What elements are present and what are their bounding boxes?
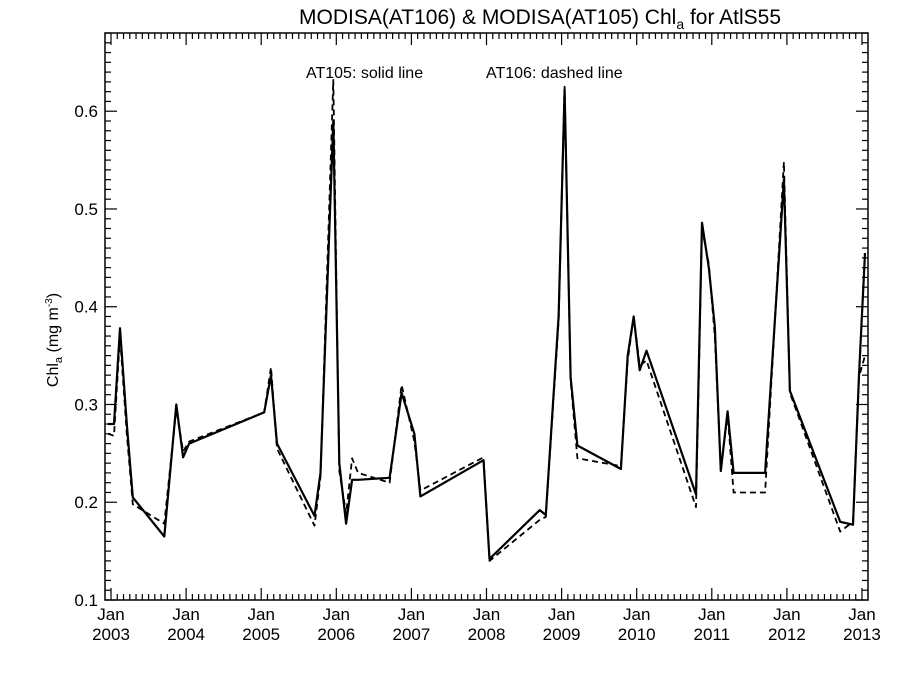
y-tick-labels: 0.1 0.2 0.3 0.4 0.5 0.6 xyxy=(74,102,98,610)
x-tick-labels: Jan2003Jan2004Jan2005Jan2006Jan2007Jan20… xyxy=(92,605,881,644)
x-tick-label-year: 2011 xyxy=(694,625,731,644)
series-line-solid xyxy=(108,88,867,561)
x-tick-label-year: 2005 xyxy=(242,625,280,644)
x-tick-label-month: Jan xyxy=(398,605,425,624)
annotation-solid-line: AT105: solid line xyxy=(306,65,423,82)
y-tick-label: 0.4 xyxy=(74,298,98,317)
x-tick-label-month: Jan xyxy=(323,605,350,624)
x-tick-label-month: Jan xyxy=(548,605,575,624)
x-tick-label-month: Jan xyxy=(773,605,800,624)
series-line-dashed xyxy=(107,79,866,562)
x-tick-label-year: 2010 xyxy=(618,625,656,644)
y-tick-label: 0.3 xyxy=(74,395,98,414)
y-axis-label: Chla (mg m-3) xyxy=(44,293,65,387)
y-tick-label: 0.2 xyxy=(74,493,98,512)
x-tick-label-month: Jan xyxy=(848,605,875,624)
x-tick-label-month: Jan xyxy=(247,605,274,624)
x-tick-label-year: 2004 xyxy=(167,625,205,644)
annotation-dashed-line: AT106: dashed line xyxy=(486,65,623,82)
x-tick-label-year: 2006 xyxy=(317,625,355,644)
x-tick-label-month: Jan xyxy=(97,605,124,624)
x-tick-label-month: Jan xyxy=(473,605,500,624)
x-tick-label-year: 2003 xyxy=(92,625,130,644)
series-lines xyxy=(107,79,867,562)
x-tick-label-year: 2008 xyxy=(468,625,506,644)
chart-title: MODISA(AT106) & MODISA(AT105) Chla for A… xyxy=(299,6,781,32)
x-tick-label-year: 2012 xyxy=(768,625,806,644)
x-tick-label-month: Jan xyxy=(623,605,650,624)
y-tick-label: 0.1 xyxy=(74,591,98,610)
axis-ticks xyxy=(105,32,868,601)
plot-frame xyxy=(104,32,869,601)
x-tick-label-year: 2007 xyxy=(392,625,430,644)
y-tick-label: 0.5 xyxy=(74,200,98,219)
y-tick-label: 0.6 xyxy=(74,102,98,121)
x-tick-label-year: 2009 xyxy=(543,625,581,644)
x-tick-label-year: 2013 xyxy=(843,625,881,644)
x-tick-label-month: Jan xyxy=(698,605,725,624)
x-tick-label-month: Jan xyxy=(172,605,199,624)
